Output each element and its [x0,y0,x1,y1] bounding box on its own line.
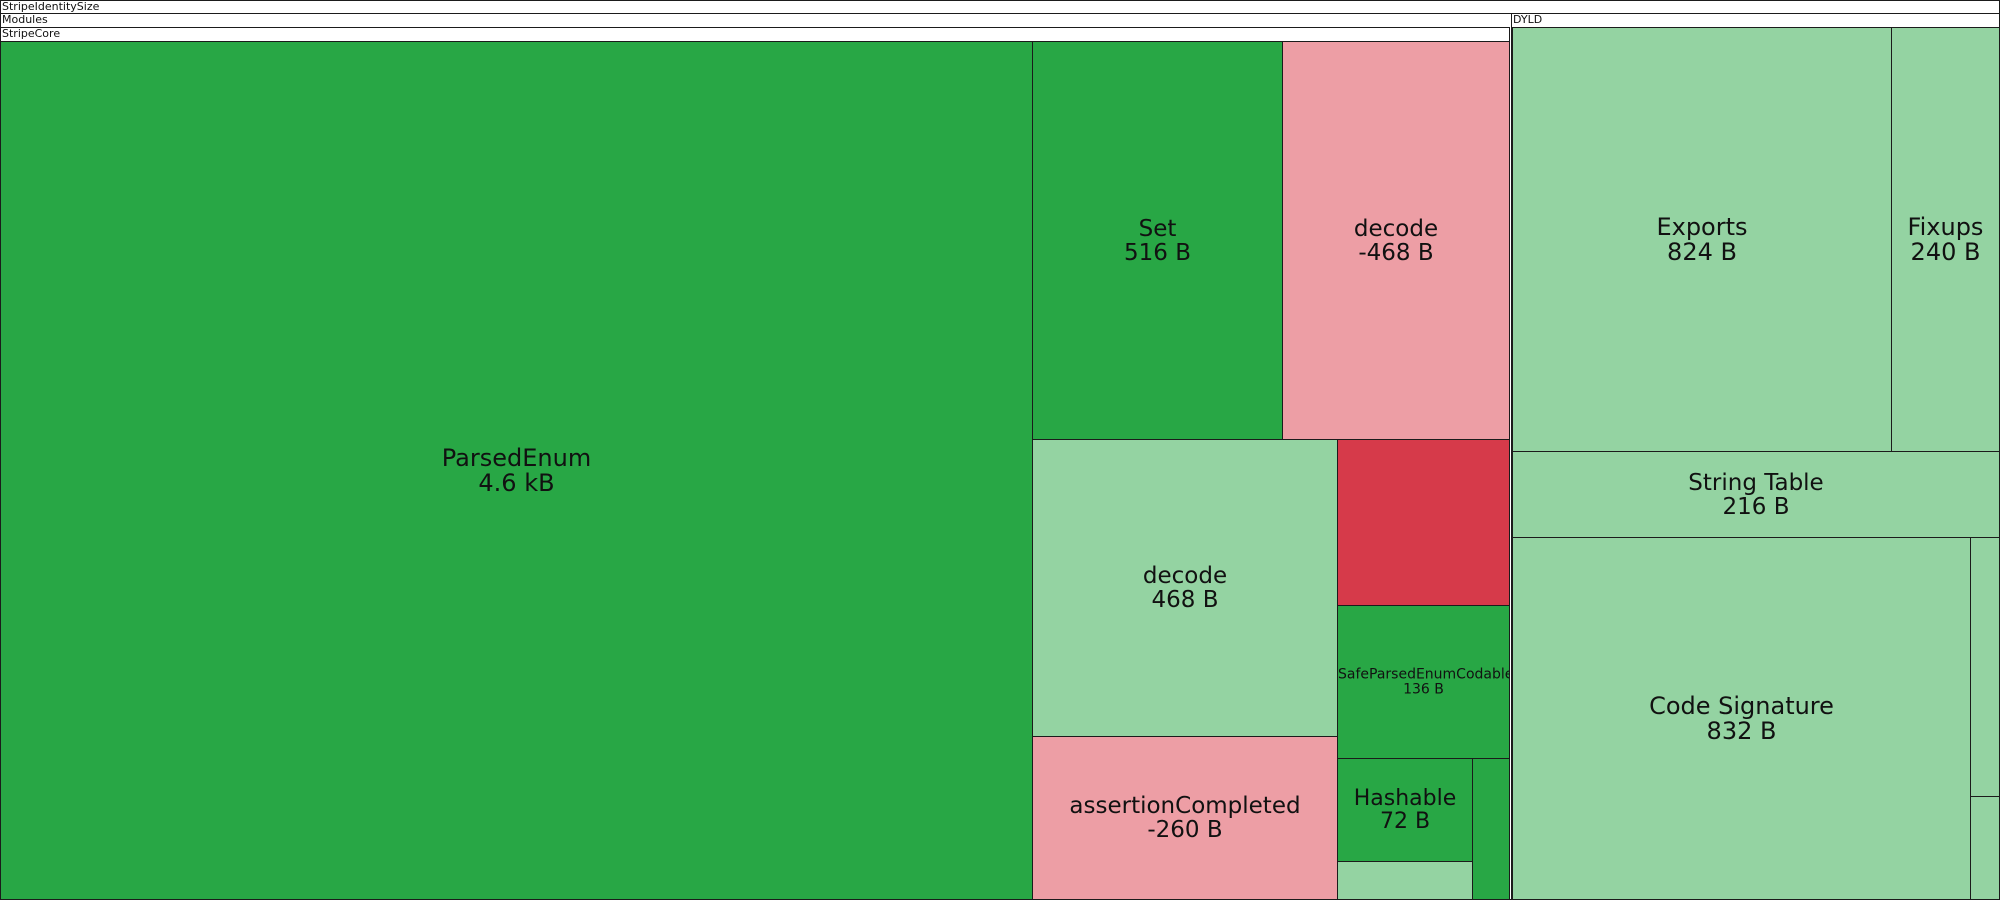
cell-value: 468 B [1151,587,1219,613]
cell-label: ParsedEnum [441,443,592,472]
cell-value: 516 B [1124,239,1191,266]
treemap-cell-unlabeled[interactable] [1472,758,1510,900]
cell-label: Fixups [1907,212,1984,241]
treemap-cell-decode[interactable]: decode 468 B [1032,439,1338,737]
cell-value: -260 B [1147,817,1223,843]
cell-value: 4.6 kB [478,468,555,497]
cell-label: decode [1353,215,1439,242]
cell-value: 240 B [1910,237,1981,266]
treemap-group-label: StripeCore [2,27,61,40]
treemap-cell-safeparsedenumcodable[interactable]: SafeParsedEnumCodable 136 B [1337,605,1510,759]
treemap-group-label: DYLD [1513,13,1543,26]
cell-value: -468 B [1358,239,1434,266]
treemap-group-label: StripeIdentitySize [2,0,100,13]
cell-value: 824 B [1667,237,1737,266]
treemap-group-label: Modules [2,13,48,26]
treemap-cell-decode[interactable]: decode -468 B [1282,41,1510,440]
treemap-cell-unlabeled[interactable] [1970,537,2000,797]
cell-value: 216 B [1722,493,1790,520]
treemap-cell-hashable[interactable]: Hashable 72 B [1337,758,1473,862]
cell-value: 136 B [1403,681,1444,697]
treemap-cell-parsedenum[interactable]: ParsedEnum 4.6 kB [0,41,1033,900]
treemap-cell-code-signature[interactable]: Code Signature 832 B [1512,537,1971,900]
treemap-cell-exports[interactable]: Exports 824 B [1512,27,1892,452]
treemap-cell-set[interactable]: Set 516 B [1032,41,1283,440]
cell-label: assertionCompleted [1069,792,1301,819]
cell-label: Set [1138,215,1177,242]
treemap-cell-unlabeled[interactable] [1337,439,1510,606]
treemap-cell-unlabeled[interactable] [1970,796,2000,900]
cell-label: Exports [1656,212,1748,241]
cell-label: Code Signature [1649,691,1834,720]
cell-label: decode [1142,562,1228,589]
treemap-cell-fixups[interactable]: Fixups 240 B [1891,27,2000,452]
cell-label: SafeParsedEnumCodable [1338,666,1510,683]
cell-label: Hashable [1353,785,1457,811]
cell-value: 72 B [1379,809,1431,834]
treemap-cell-assertioncompleted[interactable]: assertionCompleted -260 B [1032,736,1338,900]
treemap-cell-string-table[interactable]: String Table 216 B [1512,451,2000,538]
cell-value: 832 B [1706,716,1777,745]
treemap-cell-unlabeled[interactable] [1337,861,1473,900]
cell-label: String Table [1688,469,1824,496]
